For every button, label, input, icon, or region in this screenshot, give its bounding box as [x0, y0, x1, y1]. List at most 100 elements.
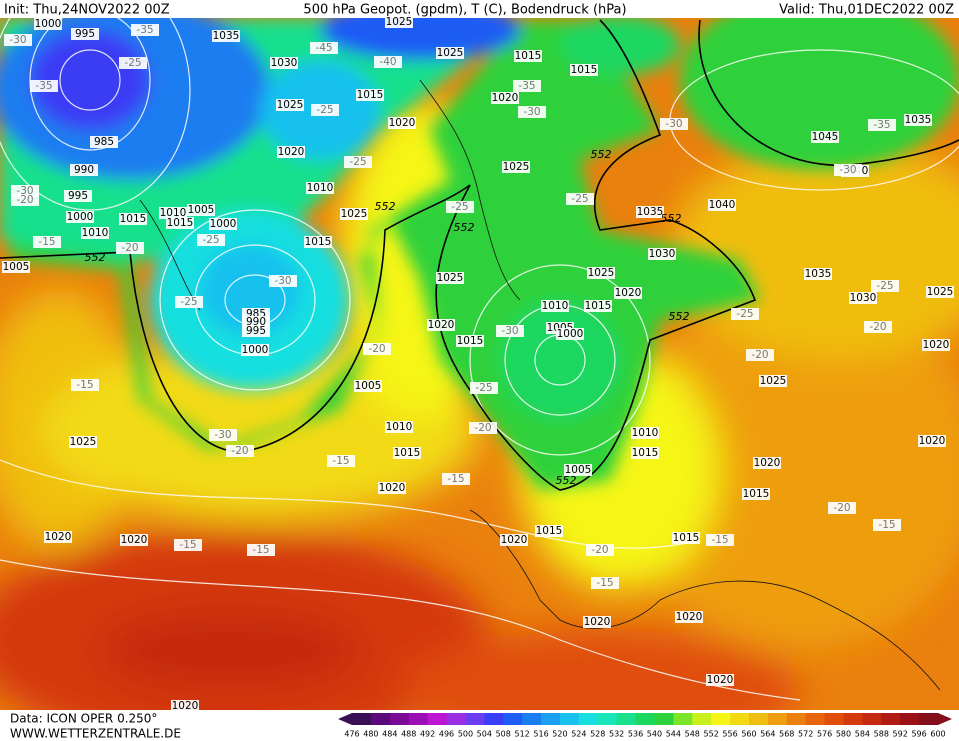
pressure-label: 1015	[394, 447, 421, 459]
pressure-label: 1025	[503, 161, 530, 173]
pressure-label: 1025	[386, 16, 413, 28]
pressure-label-box	[614, 287, 642, 299]
temperature-label: -35	[873, 119, 890, 131]
colorbar-swatch	[805, 713, 826, 725]
pressure-label-box	[276, 99, 304, 111]
temperature-label-box	[591, 577, 619, 589]
pressure-label: 1015	[571, 64, 598, 76]
colorbar-label: 560	[741, 730, 756, 739]
colorbar-swatch	[408, 713, 429, 725]
pressure-label-box	[587, 267, 615, 279]
pressure-label: 1015	[357, 89, 384, 101]
pressure-label: 1010	[160, 207, 187, 219]
colorbar-swatch	[730, 713, 750, 725]
colorbar-swatch	[597, 713, 618, 725]
pressure-label-box	[354, 380, 382, 392]
colorbar-label: 556	[722, 730, 737, 739]
temperature-label: -15	[76, 379, 93, 391]
colorbar-swatch	[881, 713, 901, 725]
colorbar-label: 544	[666, 730, 681, 739]
pressure-label-box	[212, 30, 240, 42]
temperature-label-box	[175, 296, 203, 308]
pressure-label: 1005	[188, 204, 215, 216]
colorbar-label: 596	[911, 730, 926, 739]
temperature-label: -45	[315, 42, 332, 54]
pressure-label: 1015	[536, 525, 563, 537]
pressure-label-box	[34, 18, 62, 30]
temperature-label: -30	[274, 275, 291, 287]
temperature-label-box	[446, 201, 474, 213]
colorbar-swatch	[541, 713, 561, 725]
pressure-label-box	[69, 436, 97, 448]
temperature-label: -20	[833, 502, 850, 514]
colorbar-label: 564	[760, 730, 775, 739]
temperature-label-box	[119, 57, 147, 69]
colorbar-swatch	[843, 713, 863, 725]
pressure-label-box	[436, 272, 464, 284]
pressure-label-box	[90, 136, 118, 148]
temperature-label: -15	[179, 539, 196, 551]
temperature-label: -30	[665, 118, 682, 130]
colorbar: 476 480 484 488 492 496 500 504 508 512 516 520 524 5…	[338, 713, 952, 739]
pressure-label: 1005	[3, 261, 30, 273]
pressure-label: 1015	[167, 217, 194, 229]
pressure-label: 995	[68, 190, 88, 202]
temperature-label-box	[586, 544, 614, 556]
colorbar-label: 496	[439, 730, 454, 739]
temperature-label: -15	[332, 455, 349, 467]
colorbar-label: 504	[477, 730, 492, 739]
pressure-label-box	[491, 92, 519, 104]
pressure-label-box	[378, 482, 406, 494]
pressure-label-box	[556, 328, 584, 340]
temperature-label: -20	[121, 242, 138, 254]
colorbar-swatch	[900, 713, 920, 725]
pressure-label-box	[648, 248, 676, 260]
colorbar-label: 536	[628, 730, 643, 739]
colorbar-label: 580	[836, 730, 851, 739]
temperature-label-box	[327, 455, 355, 467]
pressure-label: 1045	[812, 131, 839, 143]
colorbar-label: 488	[401, 730, 416, 739]
pressure-label-box	[708, 199, 736, 211]
colorbar-label: 576	[817, 730, 832, 739]
pressure-label-box	[849, 292, 877, 304]
temperature-label: -20	[231, 445, 248, 457]
colorbar-swatch	[711, 713, 731, 725]
pressure-label: 1020	[501, 534, 528, 546]
pressure-label-box	[356, 89, 384, 101]
pressure-label: 1025	[588, 267, 615, 279]
temperature-label: -25	[124, 57, 141, 69]
pressure-label-box	[304, 236, 332, 248]
valid-time: Valid: Thu,01DEC2022 00Z	[779, 3, 954, 18]
pressure-label: 1000	[557, 328, 584, 340]
pressure-label-box	[584, 300, 612, 312]
colorbar-label: 548	[685, 730, 700, 739]
temperature-label-box	[174, 539, 202, 551]
colorbar-swatch	[654, 713, 674, 725]
pressure-label-box	[71, 28, 99, 40]
pressure-label-box	[541, 300, 569, 312]
colorbar-label: 600	[930, 730, 945, 739]
colorbar-swatch	[578, 713, 599, 725]
temperature-label-box	[131, 24, 159, 36]
pressure-label-box	[570, 64, 598, 76]
pressure-label: 1020	[379, 482, 406, 494]
temperature-label: -25	[202, 234, 219, 246]
pressure-label-box	[66, 211, 94, 223]
colorbar-swatch	[616, 713, 637, 725]
temperature-label: -20	[591, 544, 608, 556]
pressure-label-box	[159, 207, 187, 219]
pressure-label: 1015	[457, 335, 484, 347]
temperature-label-box	[470, 382, 498, 394]
pressure-label: 1025	[277, 99, 304, 111]
colorbar-label: 508	[496, 730, 511, 739]
colorbar-label: 592	[893, 730, 908, 739]
pressure-label: 990	[74, 164, 94, 176]
geopotential-label: 552	[556, 474, 577, 487]
pressure-label-box	[340, 208, 368, 220]
temperature-label: -30	[839, 164, 856, 176]
colorbar-label: 520	[552, 730, 567, 739]
pressure-label-box	[385, 16, 413, 28]
pressure-label: 1010	[307, 182, 334, 194]
pressure-label-box	[242, 325, 270, 337]
